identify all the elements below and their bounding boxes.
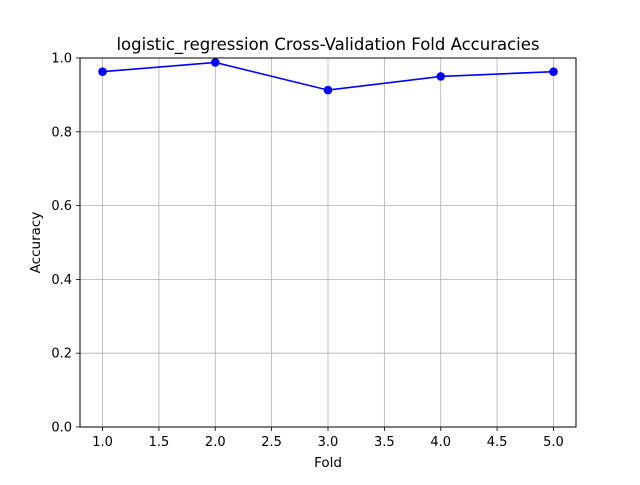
y-tick-label: 0.8: [51, 125, 72, 140]
data-point-fold-1: [98, 67, 107, 76]
y-axis-label: Accuracy: [28, 212, 44, 274]
x-tick-label: 2.5: [261, 435, 282, 450]
y-tick-label: 0.6: [51, 199, 72, 214]
x-tick-label: 3.0: [318, 435, 339, 450]
y-tick-label: 0.4: [51, 273, 72, 288]
x-axis-label: Fold: [314, 455, 342, 471]
y-tick-label: 0.2: [51, 347, 72, 362]
data-point-fold-5: [549, 67, 558, 76]
x-tick-label: 5.0: [543, 435, 564, 450]
data-point-fold-3: [323, 85, 333, 95]
data-point-fold-2: [210, 58, 220, 67]
x-tick-label: 4.5: [487, 435, 508, 450]
x-tick-label: 1.0: [92, 435, 113, 450]
chart-title: logistic_regression Cross-Validation Fol…: [116, 35, 539, 55]
y-tick-label: 0.0: [51, 421, 72, 436]
data-point-fold-4: [436, 72, 446, 81]
x-tick-label: 2.0: [205, 435, 226, 450]
x-tick-label: 4.0: [430, 435, 451, 450]
axis-ticks: 1.0 1.5 2.0 2.5 3.0 3.5 4.0 4.5 5.0 0.0 0.2 0.4 0.6 0…: [51, 52, 563, 451]
y-tick-label: 1.0: [51, 52, 72, 67]
series-layer: [98, 58, 558, 95]
x-tick-label: 3.5: [374, 435, 395, 450]
x-tick-label: 1.5: [149, 435, 170, 450]
